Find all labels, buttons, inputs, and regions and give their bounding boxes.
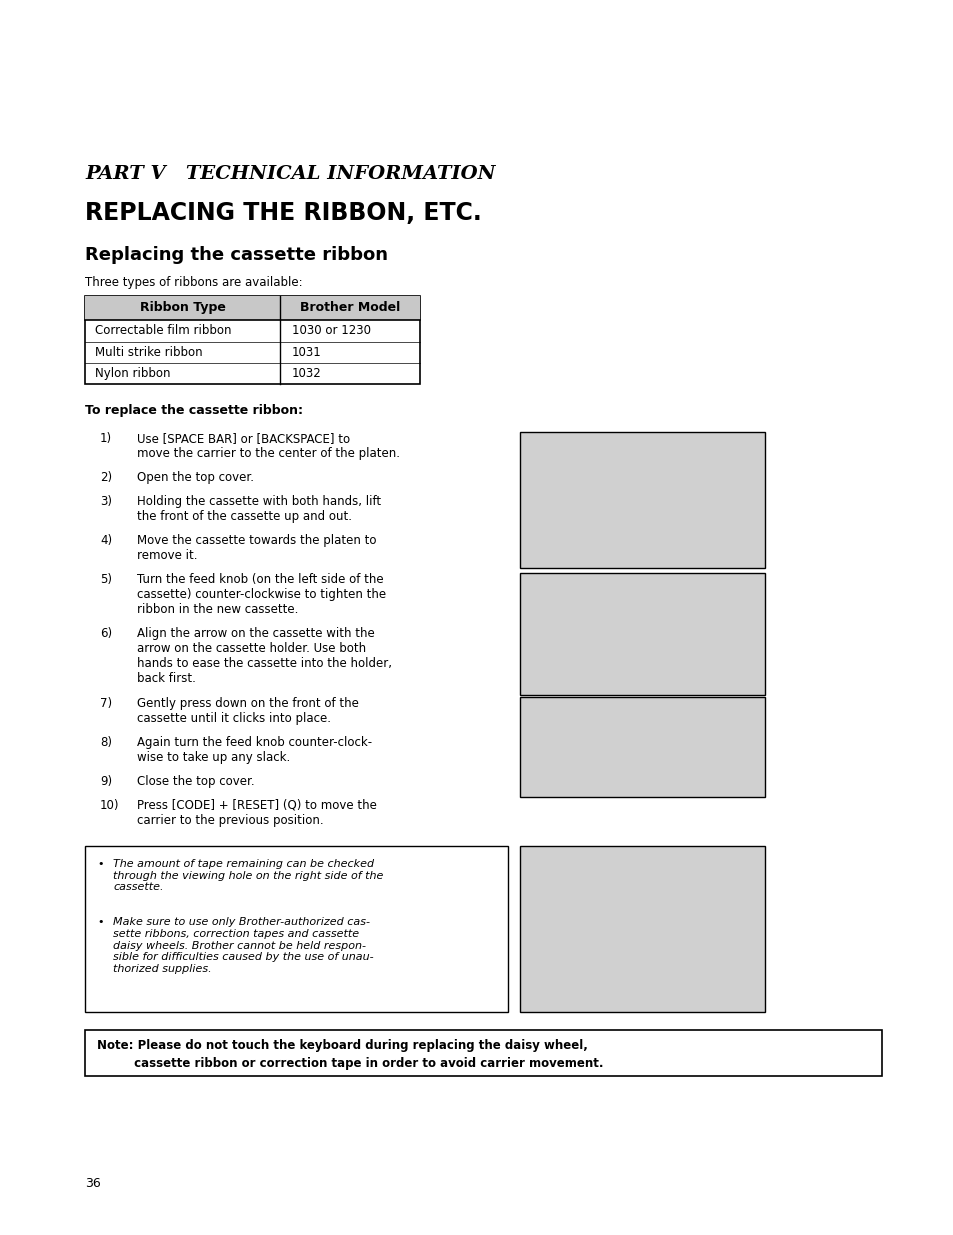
Text: Move the cassette towards the platen to
remove it.: Move the cassette towards the platen to … <box>137 534 376 562</box>
Text: 4): 4) <box>100 534 112 547</box>
Bar <box>85 296 419 320</box>
Text: Close the top cover.: Close the top cover. <box>137 776 254 788</box>
Text: 8): 8) <box>100 736 112 750</box>
Text: 36: 36 <box>85 1177 101 1191</box>
Text: To replace the cassette ribbon:: To replace the cassette ribbon: <box>85 405 303 417</box>
Bar <box>85 846 507 1011</box>
Text: PART V   TECHNICAL INFORMATION: PART V TECHNICAL INFORMATION <box>85 165 495 183</box>
Text: Use [SPACE BAR] or [BACKSPACE] to
move the carrier to the center of the platen.: Use [SPACE BAR] or [BACKSPACE] to move t… <box>137 432 399 461</box>
Text: 1032: 1032 <box>292 367 321 380</box>
Text: Open the top cover.: Open the top cover. <box>137 472 253 484</box>
Text: The amount of tape remaining can be checked
through the viewing hole on the righ: The amount of tape remaining can be chec… <box>112 860 383 892</box>
Text: 6): 6) <box>100 627 112 641</box>
Text: 7): 7) <box>100 698 112 710</box>
Text: REPLACING THE RIBBON, ETC.: REPLACING THE RIBBON, ETC. <box>85 201 481 225</box>
Text: 9): 9) <box>100 776 112 788</box>
Text: Replacing the cassette ribbon: Replacing the cassette ribbon <box>85 246 388 264</box>
Text: 10): 10) <box>100 799 119 811</box>
Text: Correctable film ribbon: Correctable film ribbon <box>95 325 232 337</box>
Text: Gently press down on the front of the
cassette until it clicks into place.: Gently press down on the front of the ca… <box>137 698 358 725</box>
Text: Align the arrow on the cassette with the
arrow on the cassette holder. Use both
: Align the arrow on the cassette with the… <box>137 627 392 685</box>
Bar <box>519 698 764 798</box>
Bar <box>519 432 764 568</box>
Text: Brother Model: Brother Model <box>299 301 399 315</box>
Text: 2): 2) <box>100 472 112 484</box>
Text: Multi strike ribbon: Multi strike ribbon <box>95 346 202 358</box>
Text: •: • <box>97 918 103 927</box>
Text: 5): 5) <box>100 573 112 585</box>
Text: Again turn the feed knob counter-clock-
wise to take up any slack.: Again turn the feed knob counter-clock- … <box>137 736 372 764</box>
Text: Note: Please do not touch the keyboard during replacing the daisy wheel,: Note: Please do not touch the keyboard d… <box>97 1039 587 1052</box>
Text: Press [CODE] + [RESET] (Q) to move the
carrier to the previous position.: Press [CODE] + [RESET] (Q) to move the c… <box>137 799 376 827</box>
Text: •: • <box>97 860 103 869</box>
Text: Holding the cassette with both hands, lift
the front of the cassette up and out.: Holding the cassette with both hands, li… <box>137 495 381 522</box>
Bar <box>519 573 764 695</box>
Text: cassette ribbon or correction tape in order to avoid carrier movement.: cassette ribbon or correction tape in or… <box>97 1057 603 1070</box>
Text: Three types of ribbons are available:: Three types of ribbons are available: <box>85 275 302 289</box>
Text: 1031: 1031 <box>292 346 321 358</box>
Text: Turn the feed knob (on the left side of the
cassette) counter-clockwise to tight: Turn the feed knob (on the left side of … <box>137 573 386 616</box>
Text: Ribbon Type: Ribbon Type <box>139 301 225 315</box>
Text: 3): 3) <box>100 495 112 508</box>
Bar <box>85 296 419 384</box>
Bar <box>519 846 764 1011</box>
Text: Make sure to use only Brother-authorized cas-
sette ribbons, correction tapes an: Make sure to use only Brother-authorized… <box>112 918 374 974</box>
Text: 1): 1) <box>100 432 112 446</box>
Text: 1030 or 1230: 1030 or 1230 <box>292 325 371 337</box>
Bar <box>85 1030 882 1076</box>
Text: Nylon ribbon: Nylon ribbon <box>95 367 171 380</box>
